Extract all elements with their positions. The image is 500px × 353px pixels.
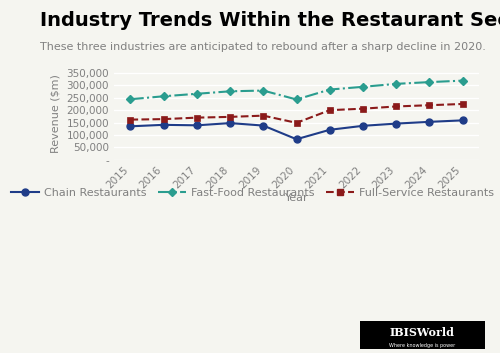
Y-axis label: Revenue ($m): Revenue ($m) [51, 74, 61, 153]
X-axis label: Year: Year [284, 193, 308, 203]
Text: IBISWorld: IBISWorld [390, 327, 455, 338]
Legend: Chain Restaurants, Fast-Food Restaurants, Full-Service Restaurants: Chain Restaurants, Fast-Food Restaurants… [6, 183, 498, 202]
Text: Industry Trends Within the Restaurant Sector: Industry Trends Within the Restaurant Se… [40, 11, 500, 30]
Text: Where knowledge is power: Where knowledge is power [390, 343, 456, 348]
Text: These three industries are anticipated to rebound after a sharp decline in 2020.: These three industries are anticipated t… [40, 42, 486, 52]
